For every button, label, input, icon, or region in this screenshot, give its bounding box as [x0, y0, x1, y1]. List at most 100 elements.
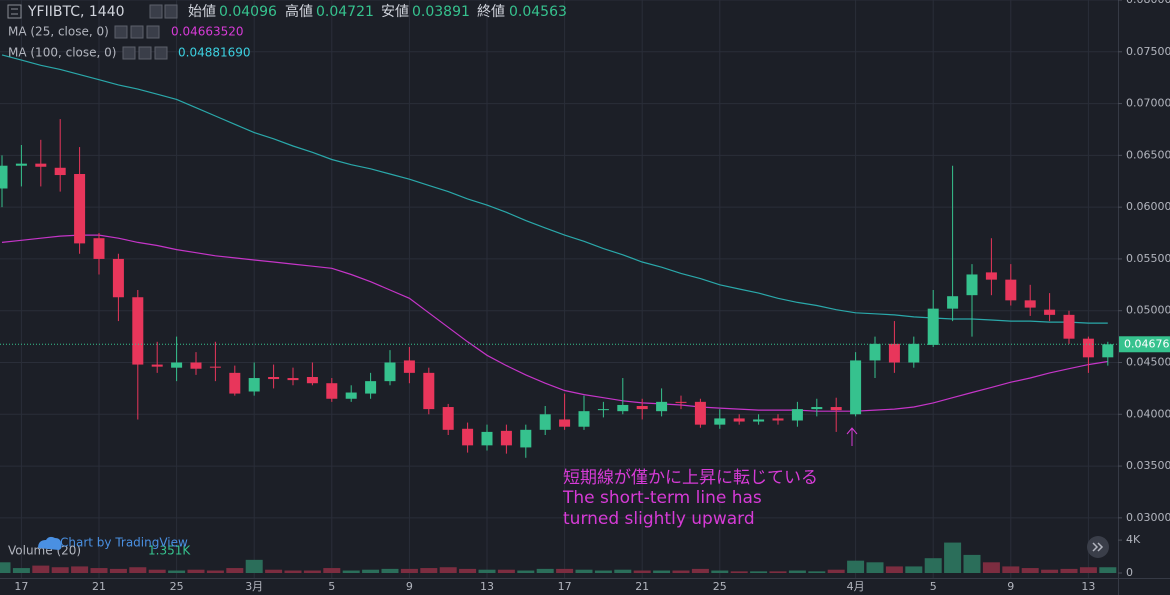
icon-button[interactable] — [164, 4, 178, 19]
credit[interactable]: Chart by TradingView — [60, 536, 188, 550]
volume-bar — [691, 568, 709, 573]
x-tick-label: 13 — [480, 580, 494, 593]
candle-body — [151, 364, 163, 367]
volume-bar — [148, 569, 166, 573]
candle-body — [694, 401, 706, 425]
volume-bar — [866, 562, 884, 573]
candle-body — [248, 378, 260, 392]
candle-body — [617, 404, 629, 412]
candle-body — [714, 418, 726, 425]
candle-body — [947, 296, 959, 309]
y-tick-label: 0.07000 — [1126, 97, 1170, 110]
icon-button[interactable] — [122, 46, 136, 60]
volume-tick-label: 0 — [1126, 566, 1133, 579]
candle-body — [1063, 314, 1075, 339]
volume-bar — [963, 554, 981, 573]
volume-bar — [284, 570, 302, 573]
candle-body — [442, 407, 454, 430]
scroll-icon — [1092, 542, 1104, 552]
volume-bar — [109, 568, 127, 573]
candle-body — [229, 372, 241, 394]
candle-body — [656, 401, 668, 412]
annotation-text: 短期線が僅かに上昇に転じている — [563, 468, 818, 488]
candle-body — [365, 381, 377, 394]
volume-bar — [1002, 566, 1020, 573]
candle-body — [850, 360, 862, 415]
volume-bar — [362, 569, 380, 573]
legend-entry: Volume (20) — [8, 544, 81, 558]
icon-button[interactable] — [146, 25, 160, 39]
volume-bar — [381, 568, 399, 573]
volume-bar — [653, 570, 671, 573]
candle-body — [830, 407, 842, 411]
candle-body — [927, 308, 939, 345]
ohlc-name: 安値 — [381, 4, 409, 20]
y-tick-label: 0.03000 — [1126, 511, 1170, 524]
volume-bar — [51, 567, 69, 573]
ohlc-value: 0.04563 — [509, 4, 567, 20]
icon-button[interactable] — [149, 4, 163, 19]
volume-bar — [439, 567, 457, 573]
candle-body — [966, 274, 978, 296]
x-tick-label: 9 — [406, 580, 413, 593]
y-tick-label: 0.06500 — [1126, 148, 1170, 161]
legend-entry: MA (25, close, 0) — [8, 25, 109, 39]
candle-body — [326, 383, 338, 399]
annotation-text: turned slightly upward — [563, 509, 755, 529]
y-tick-label: 0.04000 — [1126, 407, 1170, 420]
icon-button[interactable] — [138, 46, 152, 60]
volume-bar — [206, 570, 224, 573]
candle-body — [287, 378, 299, 381]
volume-bar — [265, 569, 283, 573]
legend: YFIIBTC, 1440 始値 0.04096 高値 0.04721 安値 0… — [7, 3, 1109, 558]
volume-bar — [905, 566, 923, 573]
symbol: YFIIBTC, 1440 — [27, 4, 125, 20]
candle-body — [791, 409, 803, 421]
volume-bar — [808, 571, 826, 573]
legend-entry: MA (100, close, 0) — [8, 46, 116, 60]
annotation-arrowhead — [846, 427, 858, 435]
icon-button[interactable] — [114, 25, 128, 39]
candle-body — [1005, 279, 1017, 301]
volume-bar — [1021, 568, 1039, 573]
volume-bar — [536, 568, 554, 573]
icon-button[interactable] — [154, 46, 168, 60]
volume-bar — [0, 562, 11, 573]
volume-bar — [245, 559, 263, 573]
candle-body — [345, 392, 357, 399]
candle-body — [520, 429, 532, 448]
icon-button[interactable] — [130, 25, 144, 39]
legend-value: 1.351K — [148, 544, 191, 558]
last-price-label: 0.04676 — [1124, 337, 1170, 350]
volume-bar — [575, 569, 593, 573]
volume-bar — [827, 569, 845, 573]
candle-body — [1082, 338, 1094, 358]
legend-value: 0.04663520 — [171, 25, 244, 39]
volume-bar — [885, 566, 903, 573]
x-tick-label: 5 — [328, 580, 335, 593]
candle-body — [35, 163, 47, 167]
candle-body — [0, 165, 8, 189]
x-tick-label: 21 — [92, 580, 106, 593]
volume-bar — [459, 568, 477, 573]
ohlc-name: 高値 — [285, 3, 313, 20]
candle-body — [384, 362, 396, 382]
ohlc-value: 0.04721 — [316, 4, 374, 20]
volume-bar — [187, 569, 205, 573]
volume-bar — [1060, 568, 1078, 573]
volume-bar — [633, 570, 651, 573]
volume-bar — [168, 570, 186, 573]
tradingview-logo — [38, 536, 62, 550]
volume-bar — [924, 558, 942, 573]
volume-tick-label: 4K — [1126, 533, 1141, 546]
y-tick-label: 0.05500 — [1126, 252, 1170, 265]
candle-body — [500, 430, 512, 446]
x-tick-label: 4月 — [847, 580, 865, 593]
candle-body — [675, 401, 687, 403]
annotation: 短期線が僅かに上昇に転じている The short-term line has … — [562, 427, 858, 529]
candle-body — [93, 238, 105, 259]
candle-body — [481, 431, 493, 446]
volume-bar — [1099, 567, 1117, 573]
candle-body — [306, 377, 318, 384]
menu-icon[interactable] — [7, 4, 22, 19]
